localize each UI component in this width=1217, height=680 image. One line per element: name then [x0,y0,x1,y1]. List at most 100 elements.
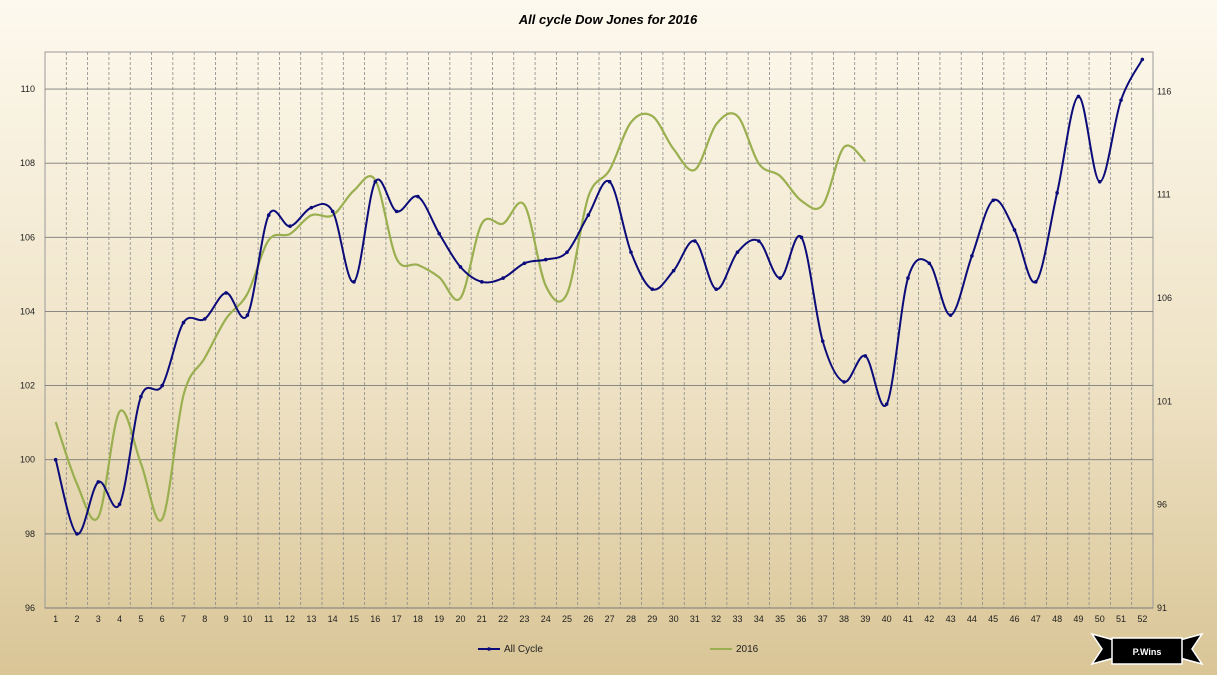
point-all-cycle [1012,228,1017,232]
x-tick-label: 21 [477,614,487,624]
point-all-cycle [288,224,292,229]
x-tick-label: 30 [669,614,679,624]
left-axis-ticks: 96 98 100 102 104 106 108 110 [20,84,35,613]
grid [44,51,1154,609]
left-tick-label: 98 [25,529,35,539]
point-all-cycle [629,250,633,254]
x-tick-label: 44 [967,614,977,624]
point-all-cycle [416,194,420,199]
x-tick-label: 8 [202,614,207,624]
right-tick-label: 91 [1157,603,1167,613]
point-all-cycle [906,276,910,280]
x-tick-label: 25 [562,614,572,624]
x-tick-label: 4 [117,614,122,624]
point-all-cycle [565,250,569,254]
x-tick-label: 26 [583,614,593,624]
x-tick-label: 29 [647,614,657,624]
x-tick-label: 22 [498,614,508,624]
point-all-cycle [458,265,463,269]
x-tick-label: 15 [349,614,359,624]
x-tick-label: 51 [1116,614,1126,624]
point-all-cycle [693,239,697,243]
x-tick-label: 9 [224,614,229,624]
badge-body [1111,637,1183,665]
point-all-cycle [820,339,825,343]
right-tick-label: 116 [1157,86,1171,96]
point-all-cycle [948,313,953,317]
point-all-cycle [139,394,143,399]
x-tick-label: 31 [690,614,700,624]
right-tick-label: 96 [1157,500,1167,510]
x-tick-label: 24 [541,614,551,624]
left-tick-label: 110 [21,84,35,94]
x-tick-label: 16 [370,614,380,624]
point-all-cycle [1097,179,1102,184]
legend-label-2016: 2016 [736,644,759,655]
x-tick-label: 49 [1073,614,1083,624]
x-tick-label: 38 [839,614,849,624]
x-tick-label: 5 [138,614,143,624]
x-tick-label: 1 [53,614,58,624]
badge-ribbon-right [1179,632,1204,666]
x-tick-label: 43 [946,614,956,624]
left-tick-label: 108 [20,158,35,168]
point-all-cycle [991,198,995,203]
point-all-cycle [927,261,932,266]
left-tick-label: 102 [20,381,35,391]
x-tick-label: 48 [1052,614,1062,624]
point-all-cycle [842,380,846,384]
point-all-cycle [1034,280,1038,284]
left-tick-label: 104 [20,306,35,316]
point-all-cycle [1140,57,1145,62]
x-tick-label: 39 [860,614,870,624]
x-tick-label: 41 [903,614,913,624]
x-tick-label: 47 [1031,614,1041,624]
point-all-cycle [394,209,399,214]
x-tick-label: 50 [1095,614,1105,624]
x-tick-label: 2 [74,614,79,624]
point-all-cycle [799,235,804,240]
pwins-badge: P.Wins [1090,632,1204,666]
chart-title: All cycle Dow Jones for 2016 [518,12,698,27]
point-all-cycle [863,354,868,358]
x-tick-label: 27 [605,614,615,624]
point-all-cycle [1119,98,1123,102]
x-tick-label: 6 [160,614,165,624]
series-layer [53,57,1145,536]
x-tick-label: 18 [413,614,423,624]
x-tick-label: 23 [519,614,529,624]
x-tick-label: 7 [181,614,186,624]
x-tick-label: 20 [455,614,465,624]
legend: All Cycle 2016 [478,644,759,655]
point-all-cycle [671,268,676,273]
right-tick-label: 106 [1157,293,1172,303]
point-all-cycle [607,179,612,184]
right-axis-ticks: 91 96 101 106 111 116 [1157,86,1172,613]
series-line-2016 [54,112,867,522]
point-all-cycle [970,254,974,258]
point-all-cycle [224,291,228,295]
point-all-cycle [778,276,782,280]
point-all-cycle [330,209,335,214]
x-axis-ticks: 1 2 3 4 5 6 7 8 9 10 11 12 13 14 15 16 17 18 19 20 21 22 23 24 2… [53,614,1147,624]
point-all-cycle [480,280,484,284]
point-all-cycle [650,287,655,292]
x-tick-label: 45 [988,614,998,624]
point-all-cycle [522,261,527,266]
left-tick-label: 100 [20,455,35,465]
point-all-cycle [75,532,79,536]
x-tick-label: 32 [711,614,721,624]
point-all-cycle [245,313,250,317]
point-all-cycle [884,402,889,406]
point-all-cycle [352,280,356,284]
point-all-cycle [501,276,505,280]
point-all-cycle [586,213,591,217]
x-tick-label: 35 [775,614,785,624]
x-tick-label: 28 [626,614,636,624]
x-tick-label: 13 [306,614,316,624]
point-all-cycle [160,383,164,388]
point-all-cycle [714,287,718,292]
right-tick-label: 111 [1157,190,1171,200]
x-tick-label: 10 [242,614,252,624]
